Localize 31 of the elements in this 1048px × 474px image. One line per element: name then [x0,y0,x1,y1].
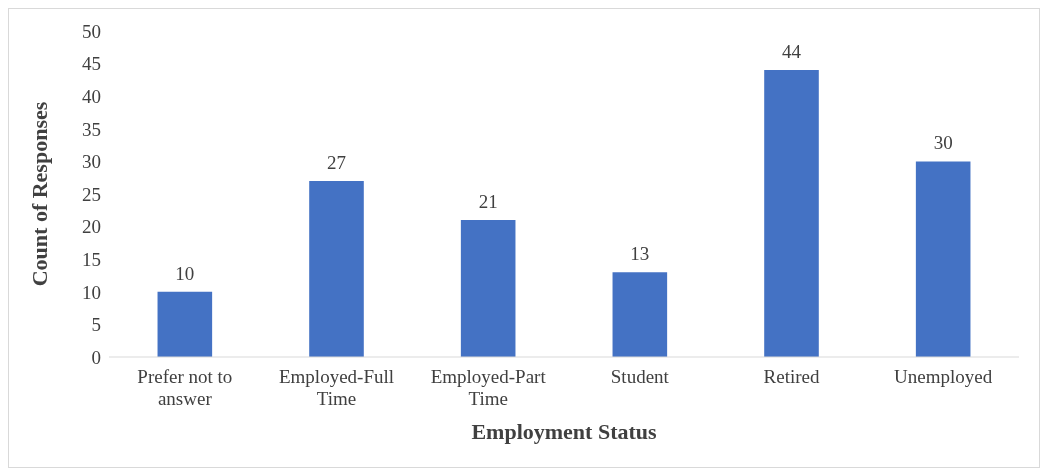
bar [309,180,364,357]
x-axis-title: Employment Status [471,419,658,444]
y-tick-label: 0 [91,346,101,368]
bar [460,220,516,357]
y-tick-label: 5 [91,314,101,336]
x-tick-label: Employed-Part Time [430,366,547,409]
y-tick-label: 25 [82,183,101,205]
y-tick-label: 10 [82,281,101,303]
y-tick-label: 40 [82,85,101,107]
bar [764,70,819,357]
y-tick-label: 50 [82,20,101,42]
x-tick-label: Retired [763,366,820,387]
y-tick-label: 35 [82,118,101,140]
x-tick-label: Prefer not to answer [137,366,233,409]
x-tick-label: Unemployed [894,366,993,387]
y-tick-label: 20 [82,216,101,238]
data-label: 10 [175,262,195,284]
data-label: 44 [782,41,802,63]
data-label: 13 [630,243,650,265]
y-tick-label: 15 [82,248,101,270]
data-label: 21 [478,191,498,213]
bar [157,291,213,357]
x-tick-label: Employed-Full Time [278,366,395,409]
y-tick-label: 45 [82,53,101,75]
data-label: 30 [933,132,953,154]
bar [915,161,971,357]
y-tick-label: 30 [82,151,101,173]
bar [612,272,668,357]
x-tick-label: Student [610,366,670,387]
data-label: 27 [327,151,346,173]
y-axis-title: Count of Responses [26,101,52,287]
